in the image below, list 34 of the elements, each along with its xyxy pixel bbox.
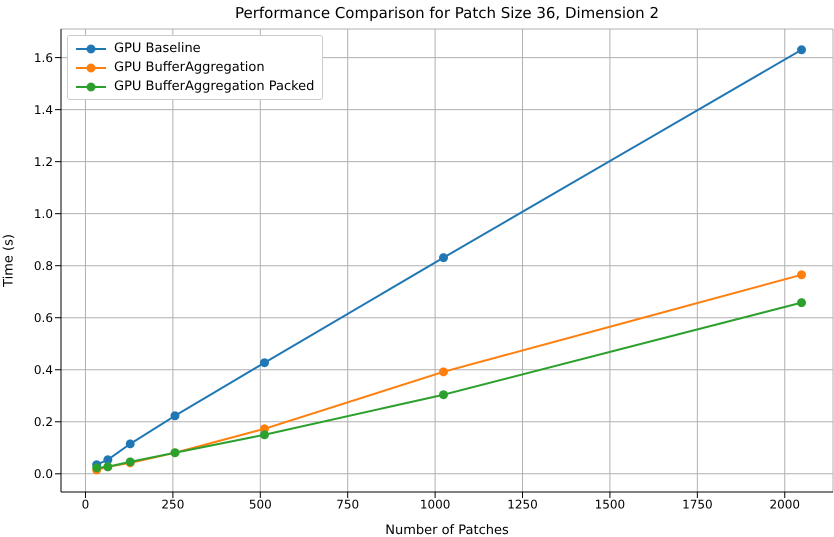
- x-axis-title: Number of Patches: [385, 523, 509, 537]
- y-axis-title: Time (s): [2, 234, 17, 288]
- point: [126, 439, 135, 448]
- point: [797, 45, 806, 54]
- y-tick-label: 1.4: [34, 102, 53, 117]
- y-tick-label: 0.0: [34, 467, 53, 482]
- legend-label: GPU Baseline: [114, 40, 201, 58]
- x-tick-label: 1250: [507, 498, 538, 512]
- y-tick-label: 1.6: [34, 50, 53, 65]
- point: [797, 270, 806, 280]
- point: [439, 367, 448, 376]
- chart-title: Performance Comparison for Patch Size 36, Dimension 2: [234, 4, 660, 22]
- point: [797, 298, 806, 308]
- x-tick-label: 500: [248, 498, 272, 512]
- point: [260, 358, 269, 368]
- x-tick-label: 2000: [769, 498, 800, 512]
- x-tick-label: 750: [336, 498, 360, 512]
- legend-label: GPU BufferAggregation: [114, 59, 265, 77]
- x-tick-label: 1750: [682, 498, 713, 512]
- x-tick-label: 1000: [420, 498, 450, 512]
- y-tick-label: 0.8: [34, 258, 53, 273]
- point: [260, 430, 269, 440]
- x-tick-label: 250: [161, 498, 184, 512]
- x-tick-label: 0: [82, 498, 90, 512]
- point: [170, 411, 180, 420]
- legend-label: GPU BufferAggregation Packed: [114, 78, 314, 96]
- point: [439, 390, 448, 400]
- y-tick-label: 1.2: [34, 154, 53, 169]
- y-tick-label: 0.6: [34, 310, 53, 325]
- point: [439, 253, 448, 262]
- x-tick-label: 1500: [594, 498, 626, 512]
- y-tick-label: 0.4: [34, 363, 53, 378]
- y-tick-label: 0.2: [34, 415, 53, 430]
- y-tick-label: 1.0: [34, 206, 53, 221]
